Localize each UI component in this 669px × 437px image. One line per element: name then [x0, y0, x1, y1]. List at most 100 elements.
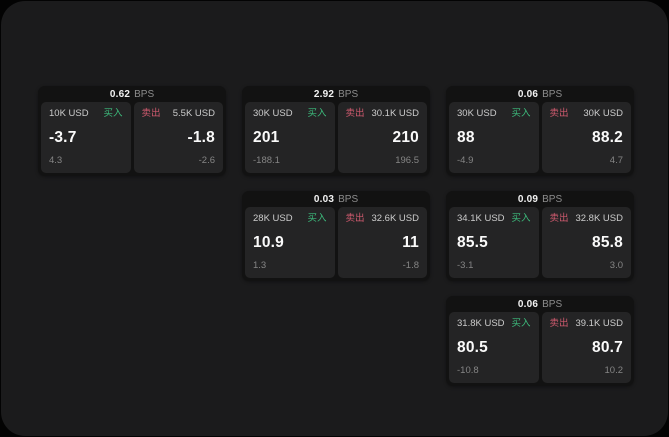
sell-sub-value: 196.5 [395, 155, 419, 166]
buy-amount-label: 28K USD [253, 213, 293, 224]
sell-cell[interactable]: 卖出 30.1K USD 210 196.5 [337, 102, 427, 173]
buy-price-value: 85.5 [457, 233, 488, 251]
bps-value: 2.92 [313, 88, 335, 100]
sell-amount-label: 39.1K USD [575, 318, 623, 329]
buy-cell-top: 30K USD 买入 [457, 108, 531, 119]
bps-value: 0.03 [313, 193, 335, 205]
sell-amount-label: 32.6K USD [371, 213, 419, 224]
sell-side-label: 卖出 [345, 108, 365, 119]
buy-price-value: 10.9 [253, 233, 284, 251]
buy-amount-label: 10K USD [49, 108, 89, 119]
sell-cell[interactable]: 卖出 30K USD 88.2 4.7 [541, 102, 631, 173]
quote-card: 2.92 BPS 30K USD 买入 201 -188.1 卖出 30.1K … [242, 86, 430, 176]
buy-cell[interactable]: 30K USD 买入 88 -4.9 [449, 102, 539, 173]
buy-amount-label: 30K USD [253, 108, 293, 119]
quote-card: 0.06 BPS 30K USD 买入 88 -4.9 卖出 30K USD 8… [446, 86, 634, 176]
bps-unit-label: BPS [134, 88, 155, 100]
sell-sub-value: -2.6 [198, 155, 215, 166]
buy-price-value: 88 [457, 128, 475, 146]
sell-price-value: 85.8 [592, 233, 623, 251]
buy-amount-label: 31.8K USD [457, 318, 505, 329]
buy-side-label: 买入 [307, 213, 327, 224]
sell-price-value: 210 [392, 128, 419, 146]
sell-cell[interactable]: 卖出 5.5K USD -1.8 -2.6 [133, 102, 223, 173]
buy-sub-value: -4.9 [457, 155, 474, 166]
sell-cell-top: 卖出 39.1K USD [550, 318, 624, 329]
sell-sub-value: 4.7 [609, 155, 623, 166]
sell-sub-value: -1.8 [402, 260, 419, 271]
sell-price-value: 88.2 [592, 128, 623, 146]
quote-cells: 31.8K USD 买入 80.5 -10.8 卖出 39.1K USD 80.… [446, 312, 634, 386]
buy-cell[interactable]: 28K USD 买入 10.9 1.3 [245, 207, 335, 278]
bps-value: 0.06 [517, 298, 539, 310]
quote-card: 0.09 BPS 34.1K USD 买入 85.5 -3.1 卖出 32.8K… [446, 191, 634, 281]
sell-cell-top: 卖出 30K USD [550, 108, 624, 119]
card-header: 0.62 BPS [38, 86, 226, 102]
sell-side-label: 卖出 [141, 108, 161, 119]
sell-amount-label: 5.5K USD [172, 108, 215, 119]
card-header: 0.03 BPS [242, 191, 430, 207]
buy-cell-top: 34.1K USD 买入 [457, 213, 531, 224]
quote-cells: 10K USD 买入 -3.7 4.3 卖出 5.5K USD -1.8 -2.… [38, 102, 226, 176]
buy-side-label: 买入 [511, 108, 531, 119]
bps-unit-label: BPS [542, 298, 563, 310]
card-header: 2.92 BPS [242, 86, 430, 102]
sell-cell-top: 卖出 5.5K USD [142, 108, 216, 119]
sell-cell[interactable]: 卖出 32.8K USD 85.8 3.0 [541, 207, 631, 278]
buy-side-label: 买入 [307, 108, 327, 119]
buy-price-value: -3.7 [49, 128, 77, 146]
buy-amount-label: 34.1K USD [457, 213, 505, 224]
sell-amount-label: 30.1K USD [371, 108, 419, 119]
sell-cell-top: 卖出 32.6K USD [346, 213, 420, 224]
card-header: 0.09 BPS [446, 191, 634, 207]
bps-value: 0.06 [517, 88, 539, 100]
quote-cells: 28K USD 买入 10.9 1.3 卖出 32.6K USD 11 -1.8 [242, 207, 430, 281]
quote-card: 0.62 BPS 10K USD 买入 -3.7 4.3 卖出 5.5K USD… [38, 86, 226, 176]
buy-cell-top: 10K USD 买入 [49, 108, 123, 119]
sell-cell-top: 卖出 30.1K USD [346, 108, 420, 119]
bps-unit-label: BPS [338, 88, 359, 100]
quote-cells: 30K USD 买入 201 -188.1 卖出 30.1K USD 210 1… [242, 102, 430, 176]
sell-cell-top: 卖出 32.8K USD [550, 213, 624, 224]
buy-cell[interactable]: 10K USD 买入 -3.7 4.3 [41, 102, 131, 173]
buy-cell[interactable]: 34.1K USD 买入 85.5 -3.1 [449, 207, 539, 278]
quote-cells: 30K USD 买入 88 -4.9 卖出 30K USD 88.2 4.7 [446, 102, 634, 176]
bps-value: 0.62 [109, 88, 131, 100]
sell-sub-value: 10.2 [604, 365, 624, 376]
sell-amount-label: 32.8K USD [575, 213, 623, 224]
sell-price-value: -1.8 [187, 128, 215, 146]
buy-sub-value: -10.8 [457, 365, 479, 376]
sell-side-label: 卖出 [345, 213, 365, 224]
sell-cell[interactable]: 卖出 32.6K USD 11 -1.8 [337, 207, 427, 278]
quote-card: 0.03 BPS 28K USD 买入 10.9 1.3 卖出 32.6K US… [242, 191, 430, 281]
sell-price-value: 11 [402, 233, 419, 251]
quote-cells: 34.1K USD 买入 85.5 -3.1 卖出 32.8K USD 85.8… [446, 207, 634, 281]
bps-value: 0.09 [517, 193, 539, 205]
card-header: 0.06 BPS [446, 296, 634, 312]
buy-sub-value: 1.3 [253, 260, 267, 271]
sell-side-label: 卖出 [549, 318, 569, 329]
bps-unit-label: BPS [542, 193, 563, 205]
sell-amount-label: 30K USD [583, 108, 623, 119]
buy-sub-value: -3.1 [457, 260, 474, 271]
buy-cell[interactable]: 31.8K USD 买入 80.5 -10.8 [449, 312, 539, 383]
buy-price-value: 201 [253, 128, 280, 146]
buy-amount-label: 30K USD [457, 108, 497, 119]
quote-card: 0.06 BPS 31.8K USD 买入 80.5 -10.8 卖出 39.1… [446, 296, 634, 386]
buy-cell-top: 31.8K USD 买入 [457, 318, 531, 329]
bps-unit-label: BPS [542, 88, 563, 100]
sell-cell[interactable]: 卖出 39.1K USD 80.7 10.2 [541, 312, 631, 383]
buy-sub-value: 4.3 [49, 155, 63, 166]
buy-side-label: 买入 [511, 318, 531, 329]
bps-unit-label: BPS [338, 193, 359, 205]
card-header: 0.06 BPS [446, 86, 634, 102]
sell-side-label: 卖出 [549, 213, 569, 224]
buy-side-label: 买入 [103, 108, 123, 119]
sell-sub-value: 3.0 [609, 260, 623, 271]
sell-price-value: 80.7 [592, 338, 623, 356]
buy-cell[interactable]: 30K USD 买入 201 -188.1 [245, 102, 335, 173]
buy-price-value: 80.5 [457, 338, 488, 356]
buy-sub-value: -188.1 [253, 155, 280, 166]
buy-cell-top: 30K USD 买入 [253, 108, 327, 119]
